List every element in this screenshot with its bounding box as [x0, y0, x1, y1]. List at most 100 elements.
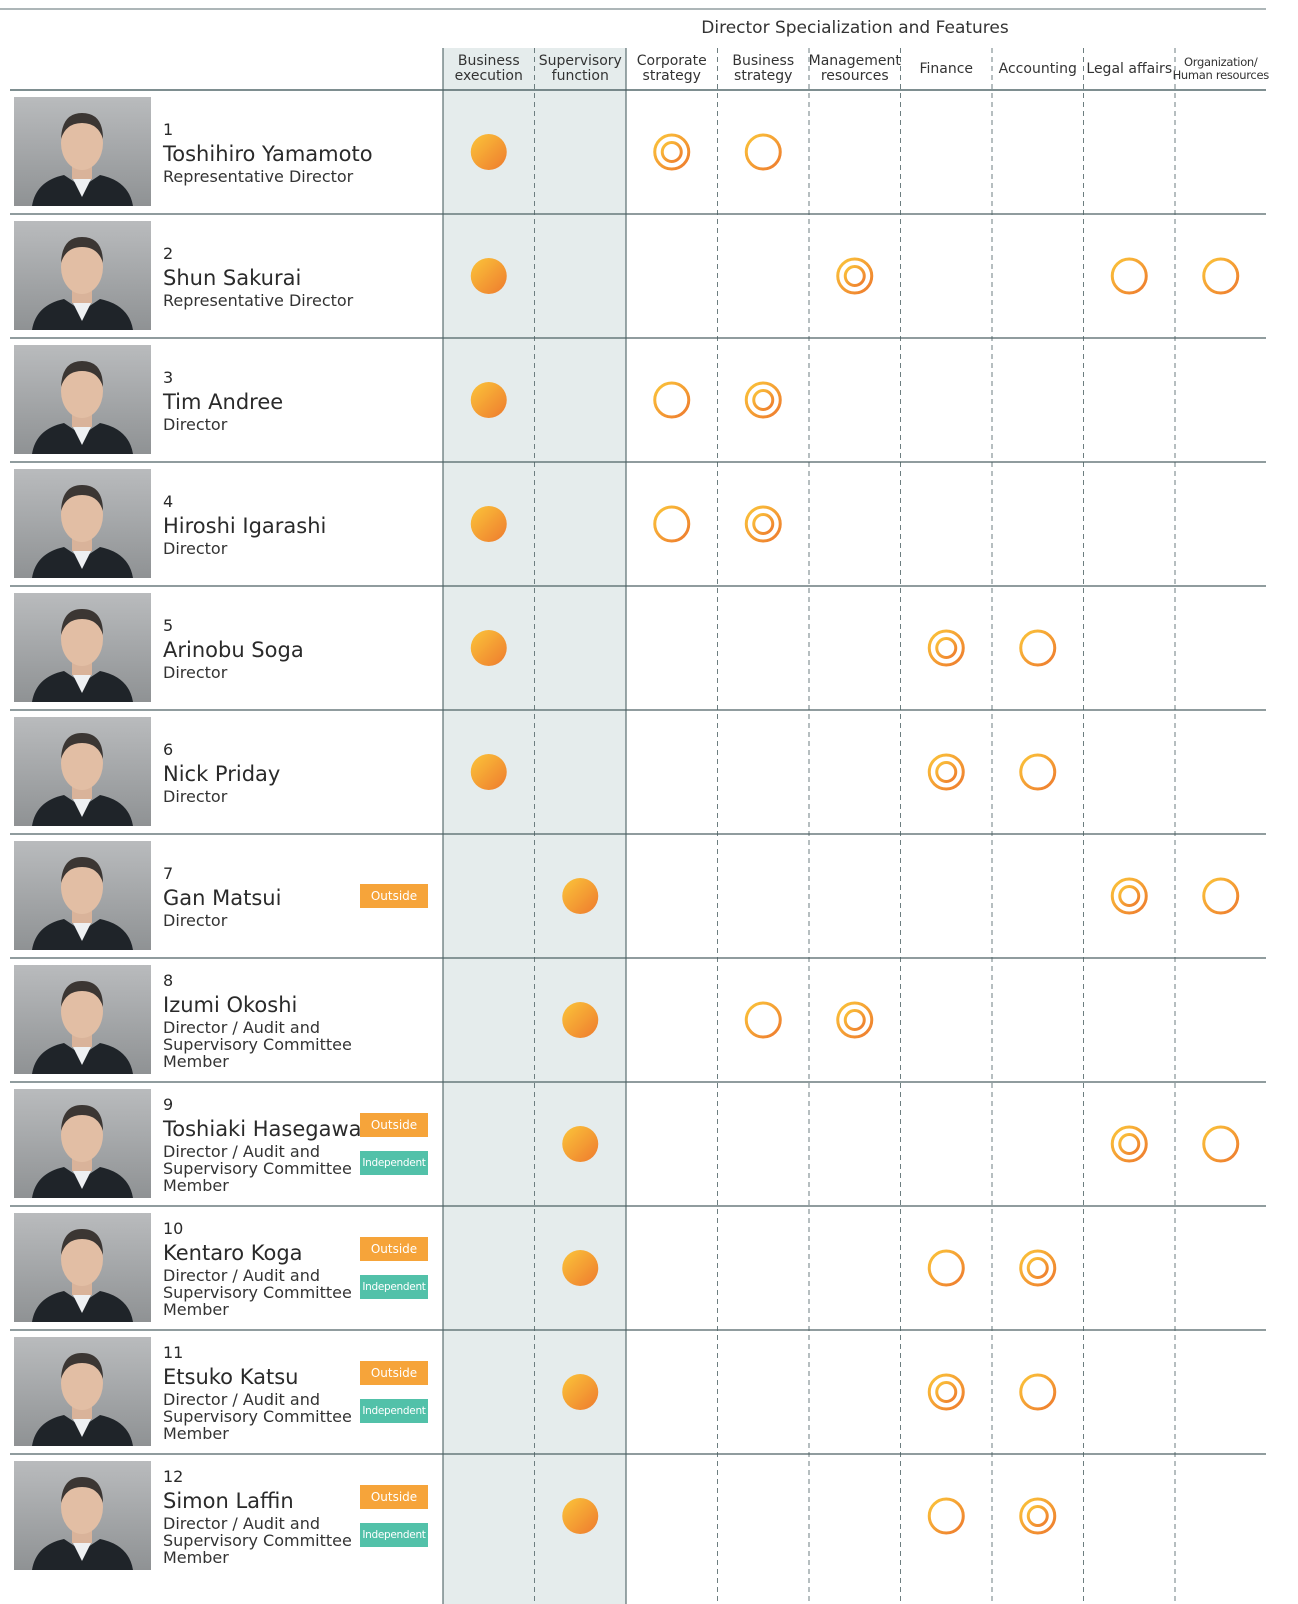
mark [1204, 879, 1238, 913]
director-role: Director [163, 540, 363, 557]
mark-ring [838, 1003, 872, 1037]
director-name: Izumi Okoshi [163, 991, 363, 1019]
badge: Outside [360, 1485, 428, 1509]
mark-inner-ring [937, 639, 956, 658]
director-name: Tim Andree [163, 388, 363, 416]
mark-filled [471, 754, 507, 790]
mark [838, 1003, 872, 1037]
mark [655, 507, 689, 541]
mark-filled [471, 134, 507, 170]
director-role: Representative Director [163, 292, 363, 309]
mark [746, 1003, 780, 1037]
mark [746, 507, 780, 541]
column-header: Accounting [992, 48, 1084, 90]
mark-ring [746, 507, 780, 541]
mark [562, 1374, 598, 1410]
mark [929, 631, 963, 665]
mark-ring [1112, 879, 1146, 913]
mark-inner-ring [845, 267, 864, 286]
director-info: 4Hiroshi IgarashiDirector [163, 462, 363, 586]
badge: Independent [360, 1399, 428, 1423]
mark-ring [1204, 259, 1238, 293]
page: Director Specialization and Features Bus… [0, 0, 1298, 1604]
mark [655, 383, 689, 417]
director-number: 1 [163, 120, 373, 140]
mark [746, 135, 780, 169]
table-title: Director Specialization and Features [443, 18, 1267, 38]
column-header-line: Human resources [1173, 69, 1269, 82]
director-photo [14, 221, 151, 330]
column-header: Organization/Human resources [1175, 48, 1267, 90]
column-header-line: Management [809, 54, 901, 69]
director-info: 1Toshihiro YamamotoRepresentative Direct… [163, 90, 373, 214]
mark [562, 1498, 598, 1534]
mark-filled [562, 1250, 598, 1286]
mark-ring [655, 135, 689, 169]
director-info: 8Izumi OkoshiDirector / Audit and Superv… [163, 958, 363, 1082]
mark-inner-ring [937, 1383, 956, 1402]
mark [655, 135, 689, 169]
mark-filled [562, 878, 598, 914]
mark-filled [562, 1002, 598, 1038]
mark-ring [1021, 1499, 1055, 1533]
mark-inner-ring [1028, 1507, 1047, 1526]
mark-ring [746, 135, 780, 169]
column-header-line: Corporate [637, 54, 707, 69]
director-role: Director [163, 788, 363, 805]
mark-inner-ring [754, 515, 773, 534]
column-header: Legal affairs [1084, 48, 1176, 90]
photo-silhouette [14, 717, 151, 826]
director-info: 7Gan MatsuiDirector [163, 834, 363, 958]
photo-silhouette [14, 841, 151, 950]
column-header-line: Legal affairs [1086, 62, 1172, 77]
mark-inner-ring [754, 391, 773, 410]
director-name: Gan Matsui [163, 884, 363, 912]
director-name: Toshihiro Yamamoto [163, 140, 373, 168]
badge: Outside [360, 1113, 428, 1137]
mark-inner-ring [1120, 887, 1139, 906]
director-name: Kentaro Koga [163, 1239, 363, 1267]
mark [562, 1250, 598, 1286]
column-header-line: Finance [919, 62, 973, 77]
director-number: 10 [163, 1219, 363, 1239]
photo-silhouette [14, 1461, 151, 1570]
photo-silhouette [14, 469, 151, 578]
mark-ring [655, 507, 689, 541]
column-header-line: resources [821, 69, 889, 84]
mark-inner-ring [937, 763, 956, 782]
mark-filled [471, 506, 507, 542]
badge-group: Outside [360, 834, 428, 958]
director-role: Director / Audit and Supervisory Committ… [163, 1143, 363, 1194]
director-role: Director / Audit and Supervisory Committ… [163, 1515, 363, 1566]
mark-ring [929, 1251, 963, 1285]
mark-ring [1204, 1127, 1238, 1161]
mark [1021, 755, 1055, 789]
mark [1021, 1499, 1055, 1533]
director-info: 6Nick PridayDirector [163, 710, 363, 834]
mark-inner-ring [1028, 1259, 1047, 1278]
director-photo [14, 1089, 151, 1198]
mark-inner-ring [662, 143, 681, 162]
column-header-line: Business [458, 54, 520, 69]
mark [929, 1499, 963, 1533]
director-number: 3 [163, 368, 363, 388]
director-photo [14, 97, 151, 206]
mark [471, 134, 507, 170]
column-header: Businessstrategy [718, 48, 810, 90]
director-name: Simon Laffin [163, 1487, 363, 1515]
photo-silhouette [14, 593, 151, 702]
director-photo [14, 841, 151, 950]
mark [746, 383, 780, 417]
mark [1112, 259, 1146, 293]
director-info: 12Simon LaffinDirector / Audit and Super… [163, 1454, 363, 1578]
mark-ring [1112, 1127, 1146, 1161]
director-number: 9 [163, 1095, 363, 1115]
badge: Independent [360, 1275, 428, 1299]
badge: Outside [360, 1237, 428, 1261]
director-number: 4 [163, 492, 363, 512]
mark [471, 382, 507, 418]
director-name: Toshiaki Hasegawa [163, 1115, 363, 1143]
